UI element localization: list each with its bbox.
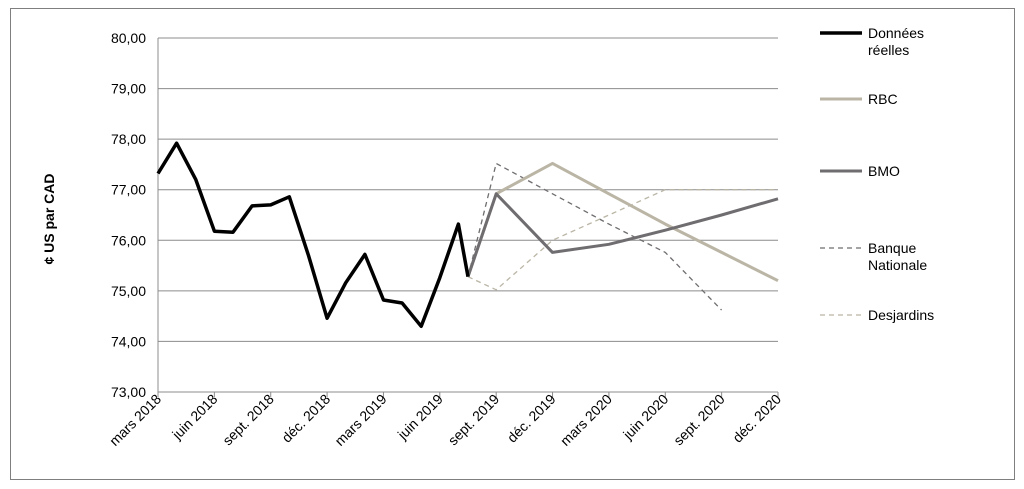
legend-label-4: Desjardins [868,307,934,323]
series-lines [156,141,779,329]
x-tick-label: mars 2019 [331,391,389,449]
legend-label-0: réelles [868,42,909,58]
y-tick-label: 77,00 [111,182,146,198]
series-line-0 [156,141,470,329]
y-tick-label: 73,00 [111,384,146,400]
y-tick-label: 79,00 [111,81,146,97]
legend-label-3: Banque [868,240,916,256]
x-tick-label: déc. 2019 [504,391,559,446]
x-tick-label: juin 2020 [619,391,671,443]
series-line-4 [467,189,778,291]
y-axis-label: ¢ US par CAD [41,173,57,264]
x-tick-label: déc. 2020 [729,391,784,446]
x-tick-label: déc. 2018 [278,391,333,446]
x-tick-label: juin 2018 [168,391,220,443]
gridlines [157,37,778,393]
y-tick-label: 74,00 [111,333,146,349]
chart-frame [10,8,1015,480]
y-axis-ticks: 80,00 79,00 78,00 77,00 76,00 75,00 74,00 73,00 [111,30,146,400]
legend-label-0: Données [868,25,924,41]
x-tick-label: sept. 2019 [445,391,503,449]
series-line-1 [466,161,779,283]
y-tick-label: 80,00 [111,30,146,46]
y-tick-label: 78,00 [111,131,146,147]
legend-label-3: Nationale [868,257,927,273]
legend-label-2: BMO [868,163,900,179]
series-line-2 [466,192,779,278]
x-tick-label: sept. 2018 [219,391,277,449]
legend-label-1: RBC [868,91,898,107]
x-tick-label: sept. 2020 [670,391,728,449]
y-tick-label: 76,00 [111,232,146,248]
y-tick-label: 75,00 [111,283,146,299]
x-tick-label: mars 2020 [557,391,615,449]
x-tick-label: juin 2019 [394,391,446,443]
